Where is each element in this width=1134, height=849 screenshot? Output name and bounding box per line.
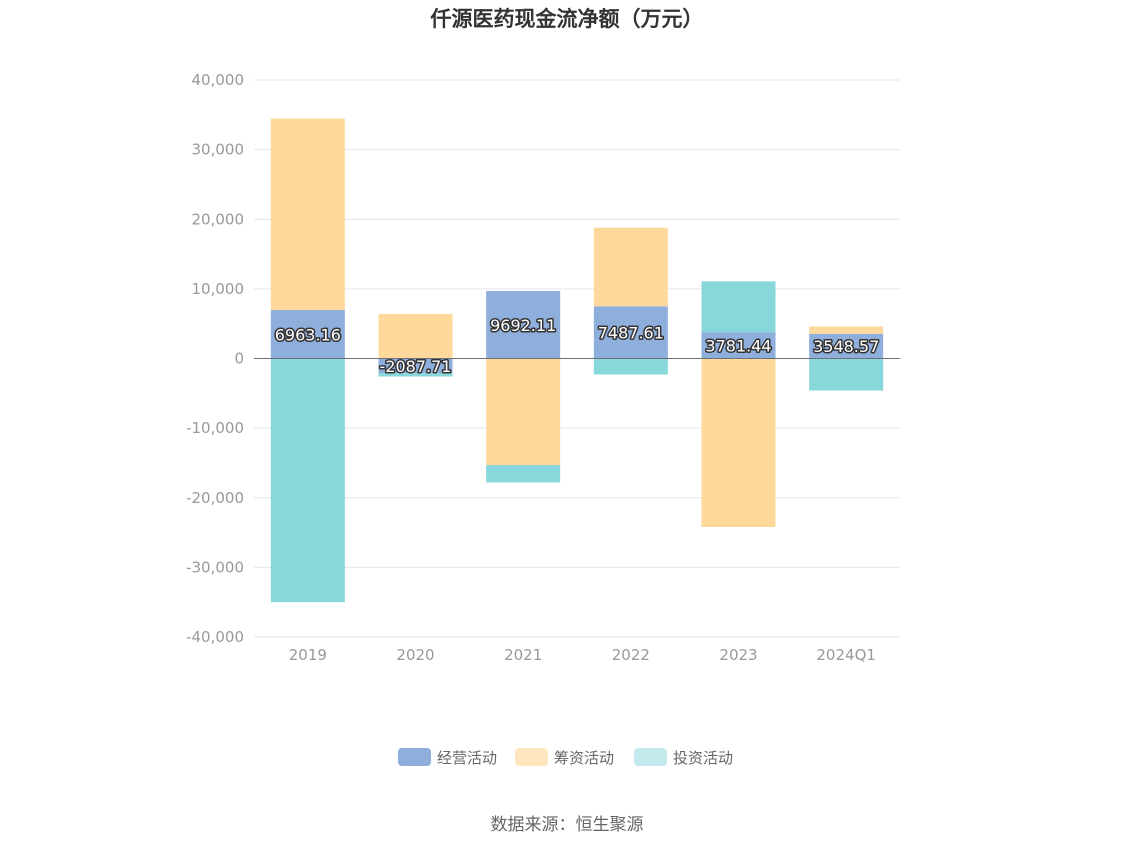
legend-label-经营活动[interactable]: 经营活动: [437, 749, 497, 767]
legend-label-筹资活动[interactable]: 筹资活动: [554, 749, 614, 767]
bar-筹资活动-2020: [378, 313, 453, 359]
y-tick-label: 10,000: [192, 280, 245, 298]
y-tick-label: 40,000: [192, 71, 245, 89]
y-tick-label: -10,000: [186, 419, 244, 437]
x-tick-label: 2019: [289, 646, 327, 664]
legend-swatch-筹资活动[interactable]: [515, 748, 548, 766]
bar-经营活动-2019: [270, 310, 345, 359]
x-tick-label: 2023: [719, 646, 757, 664]
bar-投资活动-2024Q1: [809, 358, 884, 391]
data-label: 6963.16: [275, 325, 341, 344]
y-tick-label: -20,000: [186, 489, 244, 507]
bar-投资活动-2021: [486, 465, 561, 483]
bars: [270, 118, 884, 603]
x-tick-label: 2020: [396, 646, 434, 664]
data-label: -2087.71: [380, 357, 452, 376]
bar-经营活动-2022: [593, 306, 668, 359]
y-axis: 40,000 30,000 20,000 10,000 0 -10,000 -20,000 -…: [186, 71, 244, 646]
data-label: 9692.11: [490, 316, 556, 335]
bar-经营活动-2020: [378, 358, 453, 374]
bar-投资活动-2023: [701, 281, 776, 333]
data-label: 3781.44: [705, 336, 771, 355]
bar-投资活动-2020: [378, 373, 453, 377]
legend-label-投资活动[interactable]: 投资活动: [673, 749, 733, 767]
grid-lines: [254, 79, 900, 638]
y-tick-label: 20,000: [192, 210, 245, 228]
source-note: 数据来源：恒生聚源: [491, 815, 644, 835]
bar-筹资活动-2024Q1: [809, 326, 884, 334]
bar-经营活动-2024Q1: [809, 333, 884, 359]
bar-投资活动-2019: [270, 358, 345, 603]
legend-swatch-投资活动[interactable]: [634, 748, 667, 766]
data-label: 3548.57: [813, 337, 879, 356]
y-tick-label: 30,000: [192, 141, 245, 159]
data-labels: 6963.16 -2087.71 9692.11 7487.61 3781.44 3548…: [273, 314, 881, 377]
bar-筹资活动-2023: [701, 358, 776, 527]
data-label: 7487.61: [598, 323, 664, 342]
legend[interactable]: 经营活动 筹资活动 投资活动: [398, 748, 733, 767]
bar-经营活动-2021: [486, 291, 561, 359]
y-tick-label: -40,000: [186, 628, 244, 646]
x-tick-label: 2024Q1: [816, 646, 876, 664]
legend-swatch-经营活动[interactable]: [398, 748, 431, 766]
x-axis: 2019 2020 2021 2022 2023 2024Q1: [289, 646, 876, 664]
bar-筹资活动-2021: [486, 358, 561, 466]
bar-经营活动-2023: [701, 332, 776, 359]
x-tick-label: 2021: [504, 646, 542, 664]
x-tick-label: 2022: [612, 646, 650, 664]
y-tick-label: 0: [234, 350, 244, 368]
bar-筹资活动-2019: [270, 118, 345, 311]
bar-投资活动-2022: [593, 358, 668, 375]
bar-筹资活动-2022: [593, 227, 668, 307]
y-tick-label: -30,000: [186, 558, 244, 576]
chart-title: 仟源医药现金流净额（万元）: [430, 7, 704, 31]
